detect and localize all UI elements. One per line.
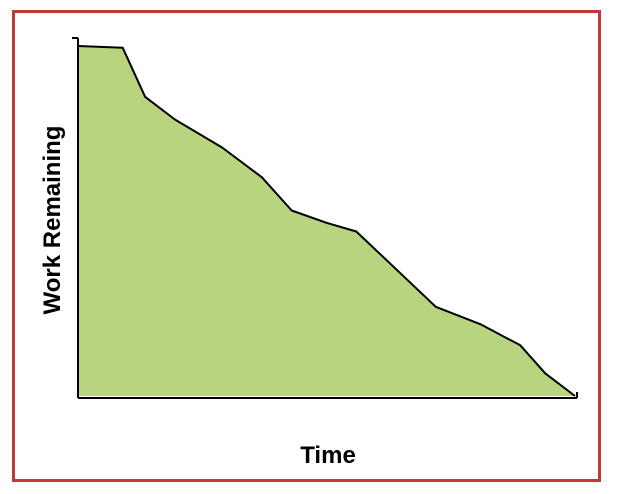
remaining-work-line bbox=[77, 45, 576, 397]
x-axis-label: Time bbox=[300, 442, 356, 469]
remaining-work-area bbox=[78, 46, 575, 396]
y-axis-label: Work Remaining bbox=[39, 125, 66, 315]
